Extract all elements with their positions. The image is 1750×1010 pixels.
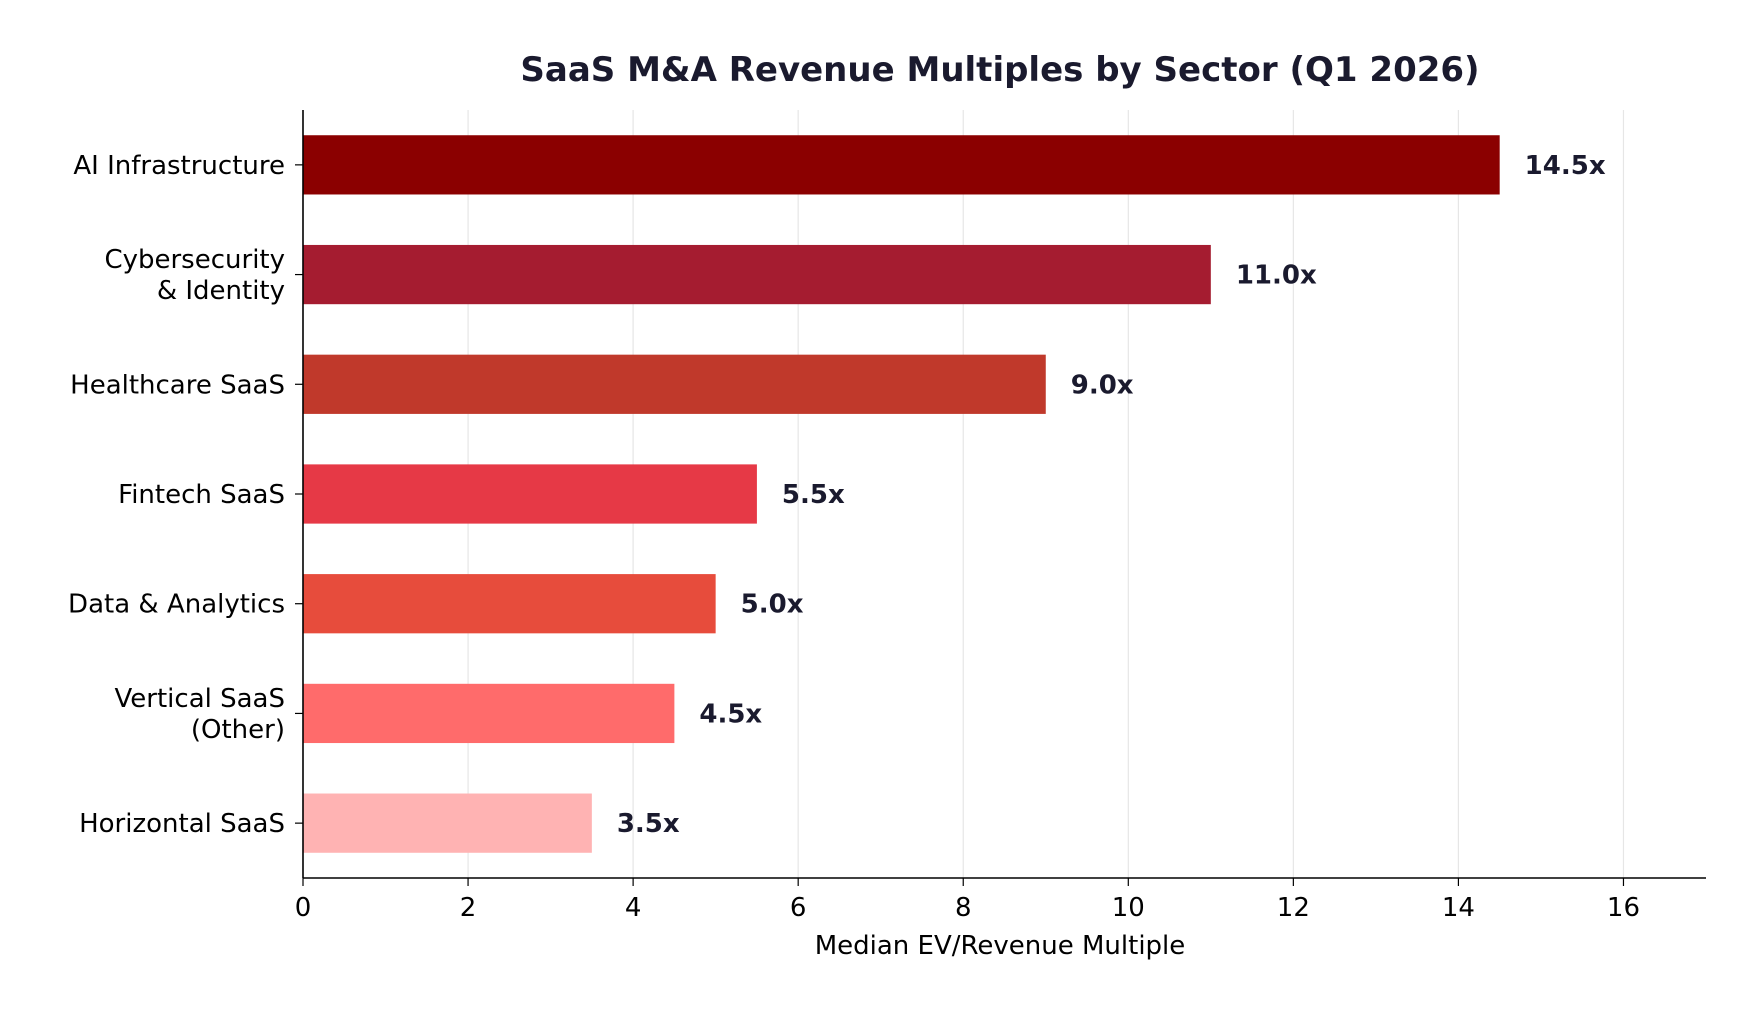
bar-value-label: 9.0x bbox=[1071, 370, 1134, 400]
bar bbox=[303, 464, 757, 524]
bar-value-label: 11.0x bbox=[1236, 261, 1317, 291]
bar bbox=[303, 354, 1046, 414]
chart-title: SaaS M&A Revenue Multiples by Sector (Q1… bbox=[520, 50, 1479, 90]
bar-value-label: 5.5x bbox=[782, 480, 845, 510]
x-tick-label: 0 bbox=[295, 893, 312, 923]
x-tick-label: 8 bbox=[955, 893, 972, 923]
y-axis: AI Infrastructure Cybersecurity & Identity… bbox=[68, 110, 304, 878]
category-label: Healthcare SaaS bbox=[70, 370, 285, 400]
category-label: Horizontal SaaS bbox=[79, 809, 285, 839]
x-tick-label: 2 bbox=[460, 893, 477, 923]
bars bbox=[303, 135, 1500, 853]
category-label: Vertical SaaS (Other) bbox=[115, 684, 285, 745]
bar-value-label: 4.5x bbox=[699, 699, 762, 729]
grid-lines bbox=[467, 110, 1625, 878]
category-label: Data & Analytics bbox=[68, 590, 285, 620]
bar bbox=[303, 135, 1500, 195]
category-label: Fintech SaaS bbox=[118, 480, 285, 510]
x-tick-label: 14 bbox=[1442, 893, 1475, 923]
x-tick-label: 6 bbox=[790, 893, 807, 923]
x-tick-label: 10 bbox=[1112, 893, 1145, 923]
bar-value-label: 5.0x bbox=[741, 590, 804, 620]
x-tick-label: 12 bbox=[1277, 893, 1310, 923]
x-axis-label: Median EV/Revenue Multiple bbox=[815, 931, 1186, 961]
bar bbox=[303, 574, 716, 634]
x-tick-label: 4 bbox=[625, 893, 642, 923]
category-label: AI Infrastructure bbox=[73, 151, 285, 181]
value-labels: 14.5x 11.0x 9.0x 5.5x 5.0x 4.5x 3.5x bbox=[617, 151, 1606, 839]
category-label: Cybersecurity & Identity bbox=[104, 245, 285, 306]
bar bbox=[303, 244, 1211, 305]
bar bbox=[303, 793, 592, 853]
x-axis: 0 2 4 6 8 10 12 14 16 bbox=[295, 877, 1706, 923]
x-tick-label: 16 bbox=[1607, 893, 1640, 923]
bar-value-label: 14.5x bbox=[1525, 151, 1606, 181]
bar-value-label: 3.5x bbox=[617, 809, 680, 839]
bar bbox=[303, 683, 675, 744]
